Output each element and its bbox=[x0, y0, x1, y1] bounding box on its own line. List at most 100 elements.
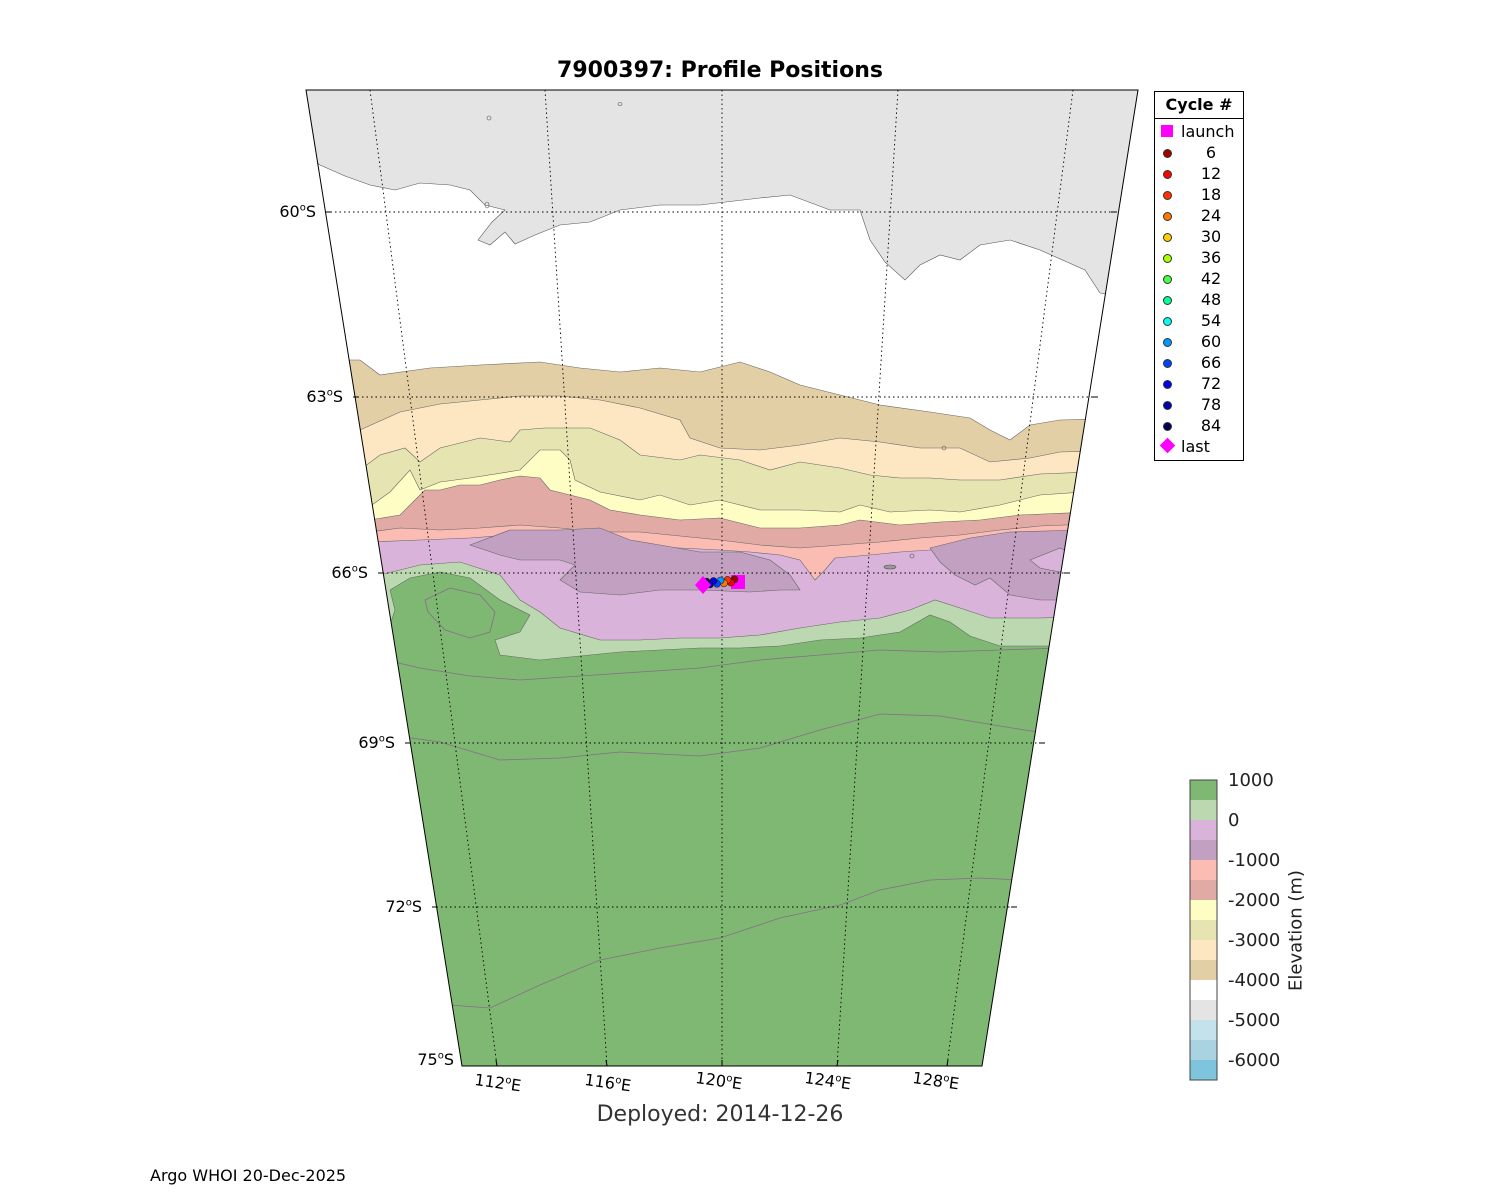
float-track bbox=[695, 575, 745, 594]
island-1 bbox=[486, 115, 492, 121]
colorbar-swatch bbox=[1190, 840, 1217, 860]
land-contour-2 bbox=[384, 647, 1061, 681]
colorbar-swatch bbox=[1190, 980, 1217, 1000]
legend-item-label: 66 bbox=[1200, 353, 1222, 372]
square-marker-icon bbox=[1161, 125, 1173, 137]
land-contour-4 bbox=[449, 877, 1021, 1009]
legend-item: 48 bbox=[1155, 289, 1243, 310]
legend-item-label: 72 bbox=[1200, 374, 1222, 393]
colorbar bbox=[1189, 779, 1218, 1081]
legend-item: 30 bbox=[1155, 226, 1243, 247]
dot-marker-icon bbox=[1163, 380, 1172, 389]
deployed-date: Deployed: 2014-12-26 bbox=[596, 1102, 844, 1127]
legend-item: 72 bbox=[1155, 373, 1243, 394]
legend-item-label: 18 bbox=[1200, 185, 1222, 204]
legend-item: 6 bbox=[1155, 142, 1243, 163]
lat-label-69: 69oS bbox=[358, 733, 395, 752]
legend-item: launch bbox=[1155, 121, 1243, 142]
island-2 bbox=[617, 102, 623, 106]
legend-item-label: 30 bbox=[1200, 227, 1222, 246]
legend-item: 78 bbox=[1155, 394, 1243, 415]
colorbar-tick-label: -3000 bbox=[1228, 930, 1281, 951]
dot-marker-icon bbox=[1163, 170, 1172, 179]
dot-marker-icon bbox=[1163, 401, 1172, 410]
legend-item-label: last bbox=[1181, 437, 1210, 456]
colorbar-tick-label: -5000 bbox=[1228, 1010, 1281, 1031]
lat-label-63: 63oS bbox=[306, 387, 343, 406]
colorbar-tick-label: -4000 bbox=[1228, 970, 1281, 991]
colorbar-tick-label: -2000 bbox=[1228, 890, 1281, 911]
graticule bbox=[326, 89, 1117, 1067]
cycle-legend: Cycle # launch 6 12 18 24 30 36 42 48 54 60 66 72 78 8… bbox=[1154, 91, 1244, 461]
dot-marker-icon bbox=[1163, 233, 1172, 242]
colorbar-swatch bbox=[1190, 940, 1217, 960]
colorbar-swatch bbox=[1190, 900, 1217, 920]
lat-label-75: 75oS bbox=[417, 1050, 454, 1069]
colorbar-swatch bbox=[1190, 920, 1217, 940]
map-title: 7900397: Profile Positions bbox=[557, 58, 883, 83]
colorbar-swatch bbox=[1190, 960, 1217, 980]
colorbar-tick-label: -6000 bbox=[1228, 1050, 1281, 1071]
island-4 bbox=[941, 445, 947, 451]
colorbar-tick-label: 1000 bbox=[1228, 770, 1274, 791]
colorbar-swatch bbox=[1190, 820, 1217, 840]
legend-item: 60 bbox=[1155, 331, 1243, 352]
dot-marker-icon bbox=[1163, 317, 1172, 326]
legend-item: 36 bbox=[1155, 247, 1243, 268]
legend-item: 66 bbox=[1155, 352, 1243, 373]
dot-marker-icon bbox=[1163, 296, 1172, 305]
gridline-lon-116 bbox=[544, 89, 608, 1067]
colorbar-border bbox=[1189, 779, 1218, 1081]
dot-marker-icon bbox=[1163, 191, 1172, 200]
colorbar-swatch bbox=[1190, 860, 1217, 880]
colorbar-title: Elevation (m) bbox=[1285, 870, 1307, 991]
colorbar-swatch bbox=[1190, 1060, 1217, 1080]
dot-marker-icon bbox=[1163, 254, 1172, 263]
legend-item-label: 42 bbox=[1200, 269, 1222, 288]
colorbar-swatch bbox=[1190, 800, 1217, 820]
colorbar-swatch bbox=[1190, 780, 1217, 800]
tick-marks bbox=[326, 211, 1117, 1067]
bathy-purple-region-east bbox=[929, 529, 1081, 601]
bathy-grey-region bbox=[306, 90, 1138, 301]
island-6 bbox=[883, 564, 897, 570]
legend-item-label: 6 bbox=[1205, 143, 1217, 162]
legend-item-label: 48 bbox=[1200, 290, 1222, 309]
legend-item-label: 36 bbox=[1200, 248, 1222, 267]
dot-marker-icon bbox=[1163, 422, 1172, 431]
legend-item-label: 12 bbox=[1200, 164, 1222, 183]
lat-label-72: 72oS bbox=[385, 897, 422, 916]
colorbar-tick-label: -1000 bbox=[1228, 850, 1281, 871]
legend-item: 84 bbox=[1155, 415, 1243, 436]
gridline-lon-112 bbox=[369, 89, 498, 1067]
colorbar-tick-label: 0 bbox=[1228, 810, 1240, 831]
gridline-lon-128 bbox=[946, 89, 1074, 1067]
legend-item: last bbox=[1155, 436, 1243, 457]
lat-label-60: 60oS bbox=[279, 202, 316, 221]
diamond-marker-icon bbox=[1159, 437, 1176, 454]
island-3 bbox=[484, 201, 490, 209]
legend-item-label: launch bbox=[1181, 122, 1235, 141]
legend-item-label: 24 bbox=[1200, 206, 1222, 225]
legend-item-label: 60 bbox=[1200, 332, 1222, 351]
dot-marker-icon bbox=[1163, 149, 1172, 158]
credit-text: Argo WHOI 20-Dec-2025 bbox=[150, 1166, 347, 1185]
land-contour-3 bbox=[389, 713, 1051, 761]
legend-item-label: 84 bbox=[1200, 416, 1222, 435]
map-frame bbox=[305, 89, 1139, 1067]
island-5 bbox=[909, 553, 915, 559]
legend-item: 12 bbox=[1155, 163, 1243, 184]
legend-item-label: 78 bbox=[1200, 395, 1222, 414]
lat-label-66: 66oS bbox=[331, 563, 368, 582]
dot-marker-icon bbox=[1163, 275, 1172, 284]
bathy-land bbox=[306, 571, 1138, 1066]
colorbar-swatch bbox=[1190, 1020, 1217, 1040]
last-marker bbox=[695, 576, 711, 594]
legend-item: 42 bbox=[1155, 268, 1243, 289]
legend-item: 18 bbox=[1155, 184, 1243, 205]
legend-item: 54 bbox=[1155, 310, 1243, 331]
colorbar-swatch bbox=[1190, 1000, 1217, 1020]
dot-marker-icon bbox=[1163, 338, 1172, 347]
legend-item-label: 54 bbox=[1200, 311, 1222, 330]
